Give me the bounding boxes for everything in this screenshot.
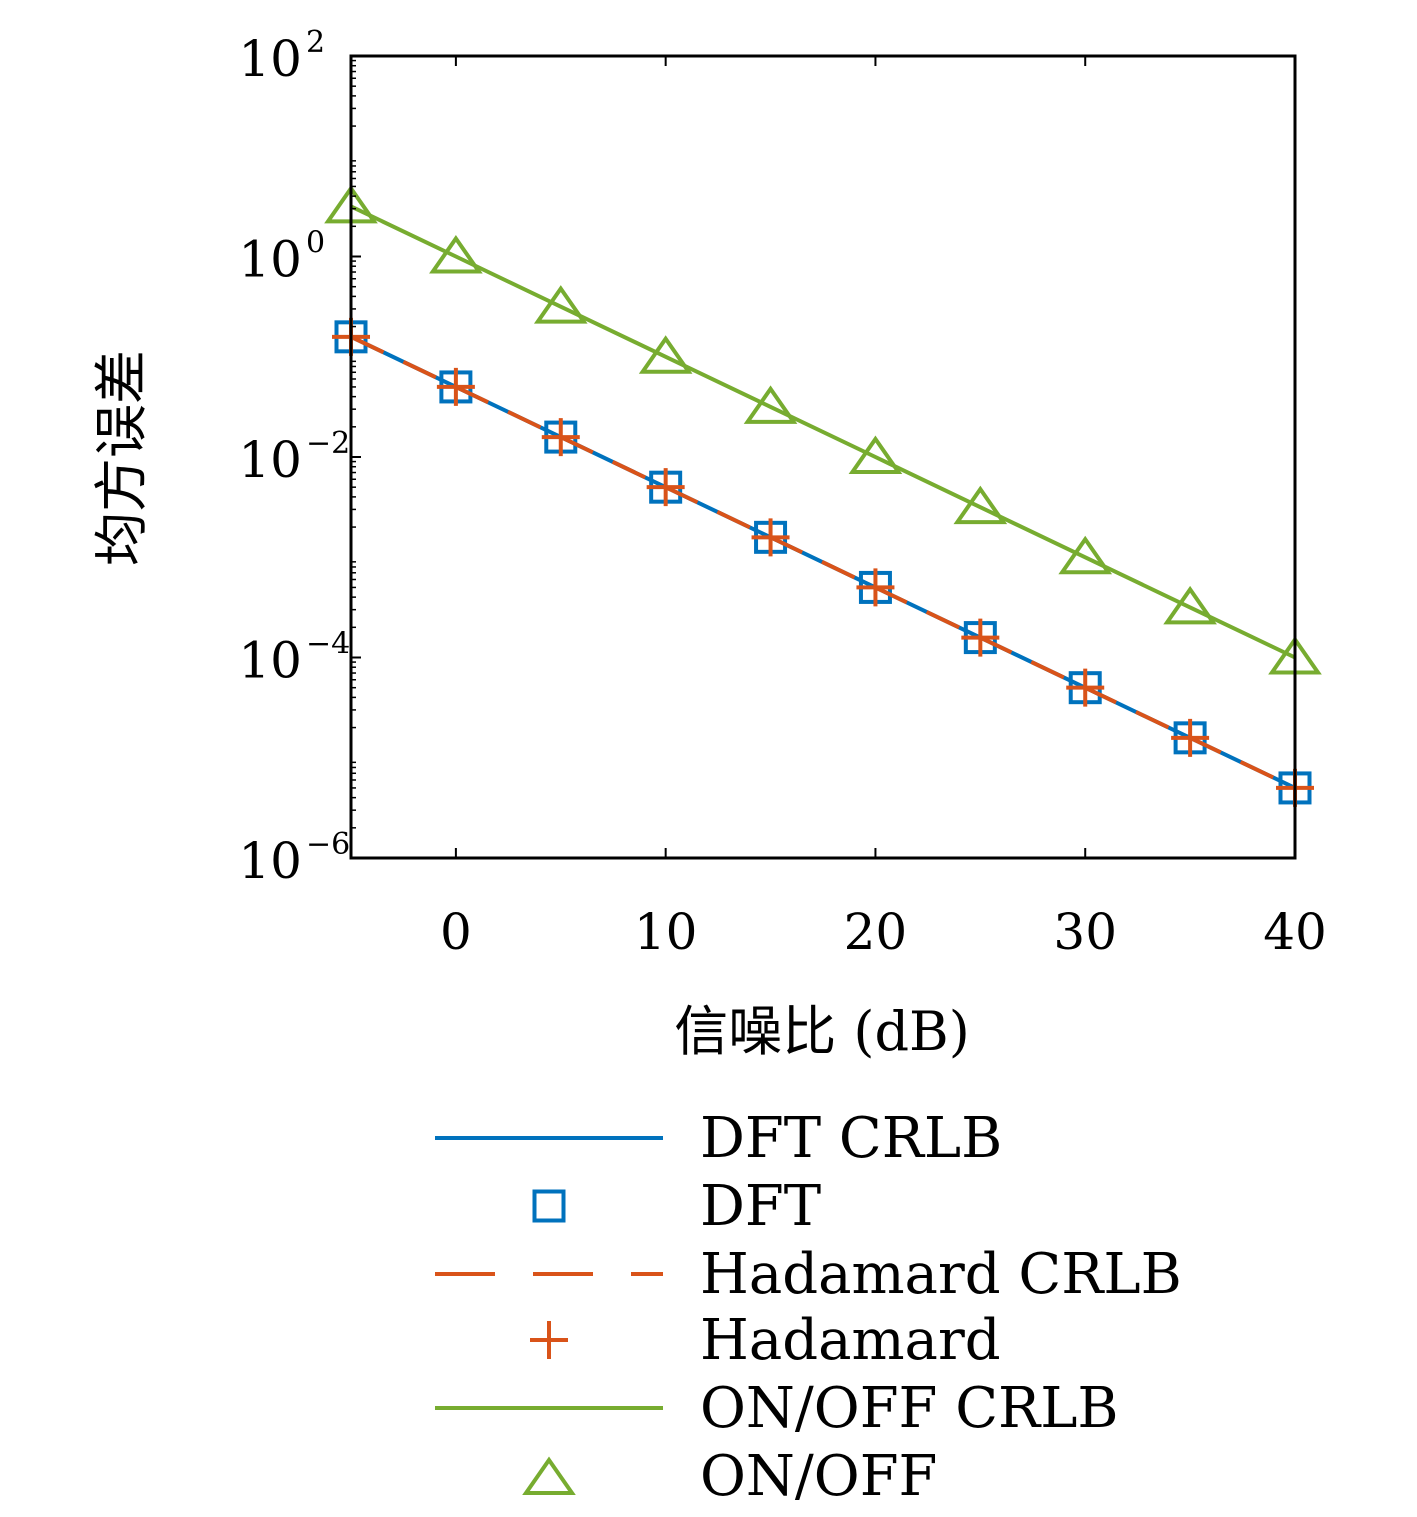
- series-line-hadamard-crlb: [350, 334, 1296, 790]
- y-tick-exponent: −6: [306, 827, 350, 862]
- y-tick-label: 10: [238, 30, 302, 88]
- x-tick-label: 40: [1263, 903, 1327, 961]
- data-point-on-off: [848, 435, 903, 474]
- data-point-hadamard: [541, 418, 580, 457]
- data-point-hadamard: [856, 568, 895, 607]
- x-tick-label: 0: [440, 903, 472, 961]
- data-point-hadamard: [436, 367, 475, 406]
- y-tick-label: 10: [238, 231, 302, 289]
- y-tick-exponent: 2: [306, 25, 325, 60]
- data-point-on-off: [533, 285, 588, 324]
- plot-frame: [349, 54, 1297, 860]
- data-point-on-off: [953, 485, 1008, 525]
- y-tick-exponent: −2: [306, 426, 350, 461]
- data-point-on-off: [429, 235, 483, 274]
- data-point-on-off: [743, 385, 798, 424]
- legend-marker-hadamard: [530, 1321, 568, 1359]
- legend-marker-dft: [532, 1189, 566, 1223]
- y-tick-label: 10: [238, 832, 302, 890]
- data-point-hadamard: [1171, 718, 1210, 757]
- plot-area: [324, 184, 1322, 807]
- data-point-hadamard: [1066, 668, 1105, 707]
- y-axis-label: 均方误差: [90, 350, 153, 566]
- data-point-hadamard: [646, 468, 685, 507]
- y-tick-exponent: 0: [306, 226, 325, 261]
- legend-label-dft: DFT: [700, 1174, 821, 1239]
- data-point-hadamard: [961, 618, 1000, 657]
- x-tick-label: 30: [1053, 903, 1117, 961]
- x-tick-label: 10: [634, 903, 698, 961]
- data-point-on-off: [1058, 535, 1113, 575]
- x-tick-label: 20: [844, 903, 908, 961]
- y-tick-label: 10: [238, 431, 302, 489]
- legend-label-dft-crlb: DFT CRLB: [700, 1106, 1002, 1171]
- legend-label-on-off: ON/OFF: [700, 1444, 937, 1509]
- legend-marker-on-off: [522, 1456, 576, 1495]
- series-line-on-off-crlb: [350, 204, 1296, 660]
- data-point-on-off: [1163, 585, 1217, 625]
- data-point-hadamard: [751, 518, 790, 557]
- legend-label-on-off-crlb: ON/OFF CRLB: [700, 1376, 1119, 1441]
- y-tick-label: 10: [238, 632, 302, 690]
- legend-label-hadamard-crlb: Hadamard CRLB: [700, 1242, 1182, 1307]
- legend-label-hadamard: Hadamard: [700, 1308, 1001, 1373]
- x-axis-label: 信噪比 (dB): [674, 1000, 970, 1063]
- data-point-on-off: [638, 335, 693, 374]
- y-tick-exponent: −4: [306, 627, 350, 662]
